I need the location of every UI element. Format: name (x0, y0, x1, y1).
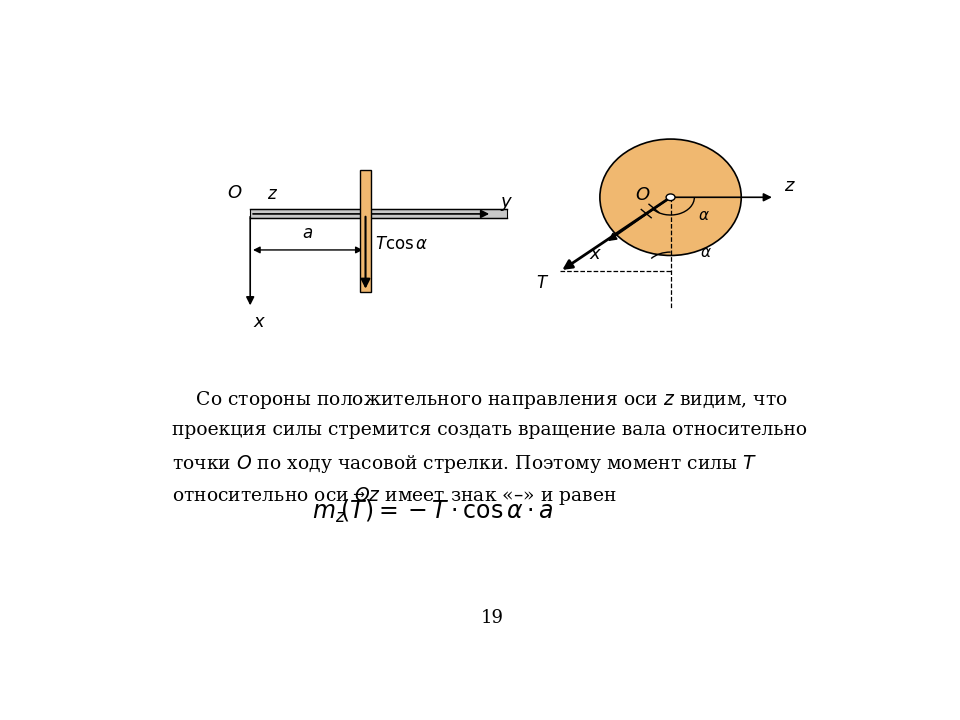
Text: $\alpha$: $\alpha$ (698, 208, 710, 223)
Text: $T\cos\alpha$: $T\cos\alpha$ (375, 235, 429, 253)
Text: x: x (253, 312, 265, 330)
Text: $T$: $T$ (536, 274, 549, 292)
Text: x: x (589, 246, 600, 264)
Text: $\alpha$: $\alpha$ (701, 246, 712, 261)
Bar (251, 210, 507, 218)
Text: y: y (501, 193, 512, 211)
Bar (360, 169, 372, 292)
Text: 19: 19 (481, 609, 503, 627)
Text: Со стороны положительного направления оси $z$ видим, что: Со стороны положительного направления ос… (172, 389, 788, 410)
Text: O: O (228, 184, 241, 202)
Circle shape (666, 194, 675, 201)
Text: $m_z\!\left(\vec{T}\right) = -T \cdot \cos\alpha \cdot a$: $m_z\!\left(\vec{T}\right) = -T \cdot \c… (312, 491, 553, 525)
Text: z: z (267, 185, 276, 203)
Text: точки $O$ по ходу часовой стрелки. Поэтому момент силы $T$: точки $O$ по ходу часовой стрелки. Поэто… (172, 453, 757, 475)
Text: O: O (636, 186, 650, 204)
Text: проекция силы стремится создать вращение вала относительно: проекция силы стремится создать вращение… (172, 420, 807, 438)
Text: z: z (783, 176, 793, 194)
Text: относительно оси $Oz$ имеет знак «–» и равен: относительно оси $Oz$ имеет знак «–» и р… (172, 485, 617, 507)
Text: a: a (302, 224, 313, 242)
Ellipse shape (600, 139, 741, 256)
